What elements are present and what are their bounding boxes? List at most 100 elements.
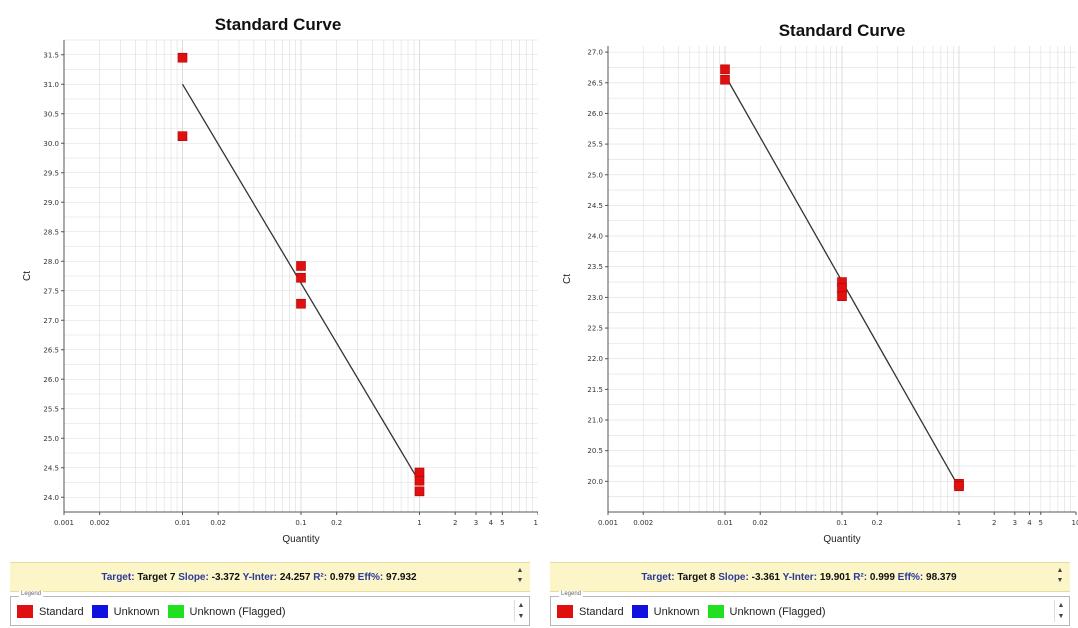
y-tick-label: 25.5 <box>587 141 603 149</box>
x-tick-label: 4 <box>489 519 494 527</box>
eff-key: Eff%: <box>357 572 384 583</box>
legend-scroll-left[interactable]: ▲ ▼ <box>514 600 527 622</box>
legend-items-right: Standard Unknown Unknown (Flagged) <box>557 605 826 618</box>
y-tick-label: 21.5 <box>587 386 603 394</box>
target-key: Target: <box>101 572 135 583</box>
scroll-up-icon[interactable]: ▲ <box>517 602 525 609</box>
y-tick-label: 27.0 <box>587 49 603 57</box>
y-tick-label: 30.5 <box>43 110 59 118</box>
x-tick-label: 0.02 <box>752 519 768 527</box>
y-tick-label: 26.5 <box>43 346 59 354</box>
slope-value: -3.361 <box>751 572 780 583</box>
stats-spinner-right[interactable]: ▲ ▼ <box>1053 566 1067 588</box>
data-point <box>296 298 306 309</box>
x-tick-label: 0.001 <box>54 519 74 527</box>
y-tick-label: 22.5 <box>587 325 603 333</box>
data-point <box>414 475 425 486</box>
x-tick-label: 3 <box>474 519 478 527</box>
x-tick-label: 3 <box>1013 519 1017 527</box>
y-axis-label: Ct <box>22 271 33 281</box>
legend-item-unknown[interactable]: Unknown <box>91 605 160 618</box>
spin-down-icon[interactable]: ▼ <box>516 577 524 584</box>
y-tick-label: 22.0 <box>587 355 603 363</box>
target-key: Target: <box>641 572 675 583</box>
eff-key: Eff%: <box>897 572 924 583</box>
scroll-down-icon[interactable]: ▼ <box>1057 613 1065 620</box>
r2-key: R²: <box>853 572 868 583</box>
spin-up-icon[interactable]: ▲ <box>1056 567 1064 574</box>
legend-item-standard[interactable]: Standard <box>557 605 624 618</box>
data-point <box>296 261 306 271</box>
unknown-swatch-icon <box>631 605 648 618</box>
legend-item-standard[interactable]: Standard <box>17 605 84 618</box>
unknown-swatch-icon <box>91 605 108 618</box>
chart-panel-left: Standard Curve 24.0 24.5 25.0 25.5 26.0 26.5 27… <box>8 0 538 628</box>
y-tick-label: 31.0 <box>43 81 59 89</box>
y-tick-label: 27.0 <box>43 317 59 325</box>
data-point <box>720 74 730 85</box>
y-tick-label: 30.0 <box>43 140 59 148</box>
target-value: Target 8 <box>677 572 716 583</box>
y-tick-label: 26.0 <box>43 376 59 384</box>
x-axis-label: Quantity <box>823 534 860 545</box>
yinter-key: Y-Inter: <box>782 572 818 583</box>
spin-down-icon[interactable]: ▼ <box>1056 577 1064 584</box>
scroll-up-icon[interactable]: ▲ <box>1057 602 1065 609</box>
legend-left: Legend Standard Unknown Unknown (Flagged… <box>10 591 530 626</box>
scroll-down-icon[interactable]: ▼ <box>517 613 525 620</box>
legend-label: Unknown <box>113 605 160 618</box>
slope-value: -3.372 <box>211 572 240 583</box>
stats-bar-right: Target: Target 8 Slope: -3.361 Y-Inter: … <box>550 562 1070 592</box>
x-tick-label: 4 <box>1027 519 1032 527</box>
x-tick-label: 0.001 <box>598 519 618 527</box>
data-point <box>414 467 425 478</box>
y-tick-label: 24.0 <box>587 233 603 241</box>
legend-items-left: Standard Unknown Unknown (Flagged) <box>17 605 286 618</box>
x-tick-label: 0.1 <box>836 519 847 527</box>
legend-label: Standard <box>39 605 84 618</box>
x-tick-label: 1 <box>417 519 421 527</box>
y-tick-label: 21.0 <box>587 417 603 425</box>
eff-value: 98.379 <box>926 572 957 583</box>
y-tick-label: 25.5 <box>43 405 59 413</box>
x-tick-label: 1 <box>957 519 961 527</box>
y-tick-label: 26.0 <box>587 110 603 118</box>
stats-text-left: Target: Target 7 Slope: -3.372 Y-Inter: … <box>10 572 508 583</box>
data-point <box>837 283 847 293</box>
y-tick-label: 26.5 <box>587 79 603 87</box>
legend-right: Legend Standard Unknown Unknown (Flagged… <box>550 591 1070 626</box>
y-tick-label: 23.5 <box>587 263 603 271</box>
slope-key: Slope: <box>718 572 749 583</box>
r2-value: 0.979 <box>329 572 355 583</box>
legend-item-unknown-flagged[interactable]: Unknown (Flagged) <box>707 605 826 618</box>
y-axis-label: Ct <box>562 274 573 284</box>
stats-spinner-left[interactable]: ▲ ▼ <box>513 566 527 588</box>
y-tick-label: 28.5 <box>43 228 59 236</box>
standard-swatch-icon <box>557 605 573 618</box>
y-tick-label: 23.0 <box>587 294 603 302</box>
spin-up-icon[interactable]: ▲ <box>516 567 524 574</box>
chart-title: Standard Curve <box>215 15 342 34</box>
y-tick-label: 24.5 <box>587 202 603 210</box>
x-tick-label: 0.02 <box>210 519 226 527</box>
x-tick-label: 0.002 <box>633 519 653 527</box>
x-tick-label: 5 <box>500 519 504 527</box>
legend-item-unknown-flagged[interactable]: Unknown (Flagged) <box>167 605 286 618</box>
y-tick-label: 29.5 <box>43 169 59 177</box>
target-value: Target 7 <box>137 572 176 583</box>
yinter-value: 19.901 <box>819 572 851 583</box>
r2-key: R²: <box>313 572 328 583</box>
stats-text-right: Target: Target 8 Slope: -3.361 Y-Inter: … <box>550 572 1048 583</box>
x-tick-label: 2 <box>992 519 996 527</box>
data-point <box>414 486 425 497</box>
x-tick-label: 5 <box>1039 519 1043 527</box>
x-tick-label: 0.1 <box>295 519 306 527</box>
slope-key: Slope: <box>178 572 209 583</box>
data-point <box>954 481 964 492</box>
data-point <box>177 131 188 141</box>
data-point <box>720 64 730 75</box>
legend-item-unknown[interactable]: Unknown <box>631 605 700 618</box>
x-tick-label: 2 <box>453 519 457 527</box>
legend-scroll-right[interactable]: ▲ ▼ <box>1054 600 1067 622</box>
standard-curve-chart-right: Standard Curve20.020.521.021.522.022.523… <box>562 21 1078 545</box>
